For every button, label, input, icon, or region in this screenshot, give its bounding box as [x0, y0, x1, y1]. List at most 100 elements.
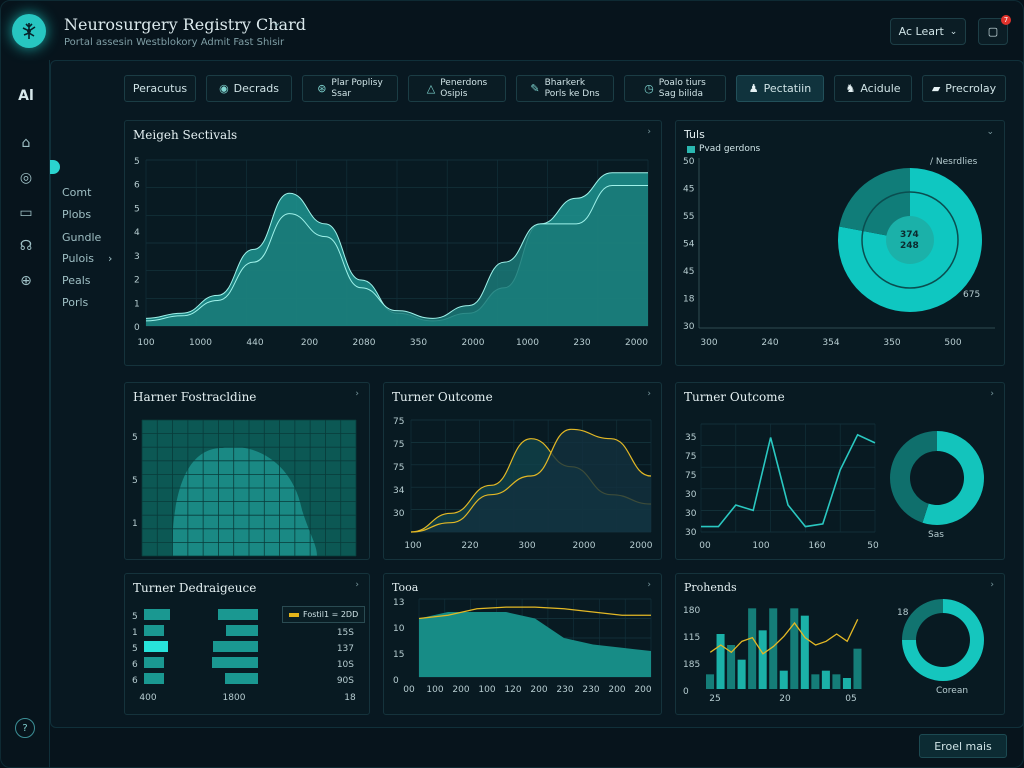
bar-left	[144, 673, 164, 684]
subnav-item-porls[interactable]: Porls	[62, 296, 89, 309]
head-icon[interactable]: ☊	[19, 238, 33, 254]
left-rail: Al ⌂ ◎ ▭ ☊ ⊕ ?	[0, 60, 50, 768]
x-tick-label: 100	[752, 541, 769, 551]
x-tick-label: 00	[403, 685, 415, 695]
side-label: 18	[897, 608, 909, 618]
y-tick-label: 0	[134, 323, 140, 333]
x-tick-label: 240	[761, 338, 778, 348]
tab-bharkerk[interactable]: ✎ Bharkerk Porls ke Dns	[516, 75, 614, 102]
tab-poalo-tiurs[interactable]: ◷ Poalo tiurs Sag bilida	[624, 75, 726, 102]
y-tick-label: 45	[683, 267, 694, 277]
x-tick-label: 440	[246, 338, 263, 348]
chevron-down-icon[interactable]: ⌄	[986, 127, 994, 137]
tab-pectatiin[interactable]: ♟ Pectatiin	[736, 75, 824, 102]
area-series-fill	[146, 185, 648, 326]
subnav-item-gundle[interactable]: Gundle	[62, 231, 102, 244]
chevron-right-icon[interactable]: ›	[990, 389, 994, 399]
x-tick-label: 350	[410, 338, 427, 348]
donut-slice	[839, 168, 910, 240]
x-tick-label: 230	[573, 338, 590, 348]
subnav-item-peals[interactable]: Peals	[62, 274, 91, 287]
donut-slice	[902, 599, 943, 640]
area-series-fill	[419, 612, 651, 677]
tab-precrolay[interactable]: ▰ Precrolay	[922, 75, 1006, 102]
y-tick-label: 5	[132, 433, 138, 443]
y-tick-label: 15	[393, 650, 404, 660]
x-tick-label: 300	[700, 338, 717, 348]
y-tick-label: 30	[685, 490, 697, 500]
y-tick-label: 5	[132, 612, 138, 622]
x-tick-label: 2080	[353, 338, 376, 348]
panel-title: Tooa	[392, 581, 419, 594]
donut-center-value-2: 248	[900, 241, 919, 251]
y-tick-label: 75	[685, 452, 696, 462]
bar-right	[212, 657, 258, 668]
x-tick-label: 25	[709, 694, 720, 704]
top-bar: Neurosurgery Registry Chard ⌄ Portal ass…	[0, 0, 1024, 60]
bar	[853, 648, 862, 689]
y-tick-label: 180	[683, 606, 700, 616]
brain-icon[interactable]: ◎	[19, 170, 33, 186]
notifications-button[interactable]: ▢ 7	[978, 15, 1011, 45]
title-chevron-down-icon[interactable]: ⌄	[272, 16, 282, 29]
tab-plar-poplisy[interactable]: ⊛ Plar Poplisy Ssar	[302, 75, 398, 102]
panel-title: Harner Fostracldine	[133, 390, 257, 404]
x-tick-label: 100	[478, 685, 495, 695]
x-tick-label: 220	[461, 541, 478, 551]
chevron-right-icon[interactable]: ›	[647, 389, 651, 399]
tab-decrads[interactable]: ◉ Decrads	[206, 75, 292, 102]
y-tick-label: 30	[683, 322, 695, 332]
group-icon: ♞	[845, 82, 856, 95]
chevron-right-icon[interactable]: ›	[355, 580, 359, 590]
bar	[737, 659, 746, 689]
tab-penerdons[interactable]: △ Penerdons Osipis	[408, 75, 506, 102]
bar-right	[225, 673, 258, 684]
x-tick-label: 2000	[630, 541, 653, 551]
y-tick-label: 50	[683, 157, 695, 167]
bar	[842, 678, 851, 689]
legend-entry: Pvad gerdons	[687, 144, 760, 154]
bar-value-label: 10S	[337, 660, 354, 670]
help-icon[interactable]: ?	[15, 718, 35, 738]
x-tick-label: 100	[404, 541, 421, 551]
bar	[727, 645, 736, 689]
home-icon[interactable]: ⌂	[21, 135, 31, 151]
bar-value-label: 137	[337, 644, 354, 654]
bar	[821, 670, 830, 689]
donut-caption: / Nesrdlies	[930, 157, 978, 167]
bar-right	[213, 641, 258, 652]
account-menu-button[interactable]: Ac Leart ⌄	[890, 18, 966, 45]
x-tick-label: 18	[344, 693, 356, 703]
monitor-icon[interactable]: ▭	[19, 205, 33, 221]
y-tick-label: 1	[134, 299, 140, 309]
tab-peracutus[interactable]: Peracutus	[124, 75, 196, 102]
x-tick-label: 230	[582, 685, 599, 695]
x-tick-label: 05	[845, 694, 856, 704]
export-button[interactable]: Eroel mais	[919, 734, 1007, 758]
tab-acidule[interactable]: ♞ Acidule	[834, 75, 912, 102]
x-tick-label: 500	[944, 338, 961, 348]
x-tick-label: 200	[452, 685, 469, 695]
chevron-right-icon[interactable]: ›	[355, 389, 359, 399]
bar	[769, 608, 778, 689]
panel-title: Meigeh Sectivals	[133, 128, 238, 142]
y-tick-label: 54	[683, 240, 695, 250]
y-tick-label: 30	[393, 509, 405, 519]
bar	[832, 674, 841, 689]
clock-icon: ◷	[644, 82, 654, 95]
bar	[716, 634, 725, 689]
y-tick-label: 6	[134, 181, 140, 191]
app-title: Neurosurgery Registry Chard	[64, 15, 306, 34]
chevron-right-icon[interactable]: ›	[647, 127, 651, 137]
y-tick-label: 6	[132, 676, 138, 686]
subnav-item-pulois[interactable]: Pulois ›	[62, 252, 113, 265]
chevron-right-icon[interactable]: ›	[990, 580, 994, 590]
subnav-item-plobs[interactable]: Plobs	[62, 208, 92, 221]
globe-icon[interactable]: ⊕	[20, 273, 32, 289]
line-series	[418, 606, 651, 620]
y-tick-label: 75	[393, 417, 404, 427]
chevron-right-icon[interactable]: ›	[647, 580, 651, 590]
x-tick-label: 300	[518, 541, 535, 551]
subnav-item-comt[interactable]: Comt	[62, 186, 92, 199]
